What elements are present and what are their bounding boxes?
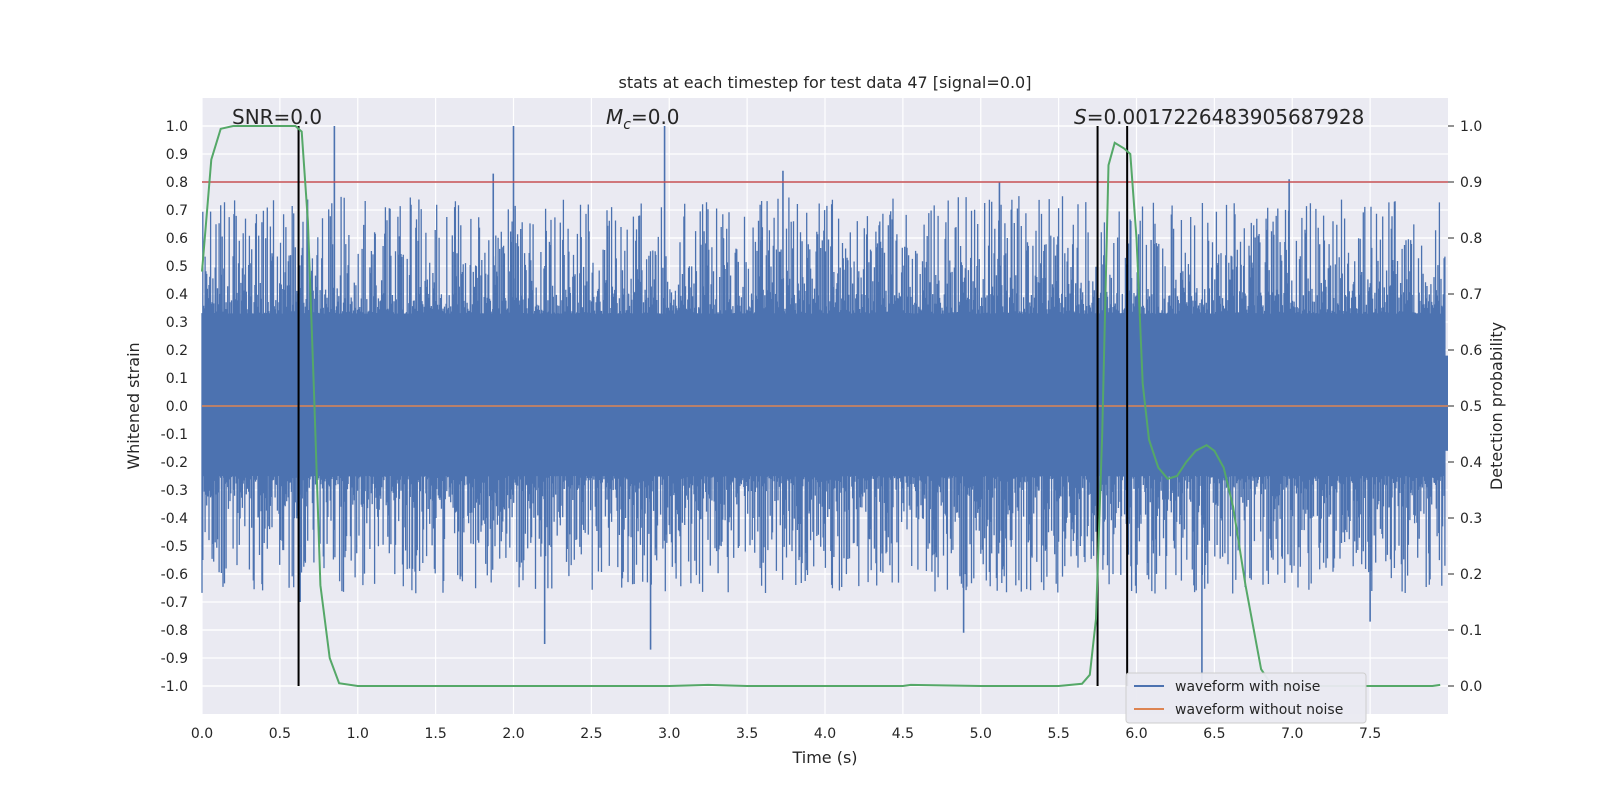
chart-title: stats at each timestep for test data 47 … xyxy=(619,73,1032,92)
x-tick-label: 3.0 xyxy=(658,726,680,742)
mc-subscript: c xyxy=(623,117,631,133)
ticks-layer: 0.0 0.5 1.0 1.5 2.0 2.5 3.0 3.5 4.0 4.5 5.0 5.5 6.0 6… xyxy=(161,119,1483,742)
y-tick-label: 0.5 xyxy=(166,259,188,275)
y-tick-label: -0.6 xyxy=(161,567,188,583)
y-tick-label: -0.5 xyxy=(161,539,188,555)
lines-layer xyxy=(201,125,1448,687)
y-axis-label: Whitened strain xyxy=(124,342,143,469)
y2-axis-label: Detection probability xyxy=(1487,322,1506,490)
legend-box xyxy=(1125,672,1367,724)
x-tick-label: 7.0 xyxy=(1281,726,1303,742)
y-tick-label: -0.4 xyxy=(161,511,188,527)
x-tick-label: 5.0 xyxy=(970,726,992,742)
y-tick-label: -0.3 xyxy=(161,483,188,499)
x-tick-label: 3.5 xyxy=(736,726,758,742)
x-tick-label: 5.5 xyxy=(1047,726,1069,742)
y2-tick-label: 0.9 xyxy=(1460,175,1482,191)
x-tick-label: 0.5 xyxy=(269,726,291,742)
x-tick-label: 6.5 xyxy=(1203,726,1225,742)
y-tick-label: -0.9 xyxy=(161,651,188,667)
x-tick-label: 2.0 xyxy=(502,726,524,742)
s-annotation: S=0.0017226483905687928 xyxy=(1074,105,1364,129)
y-tick-label: 0.2 xyxy=(166,343,188,359)
x-tick-label: 7.5 xyxy=(1359,726,1381,742)
x-tick-label: 2.5 xyxy=(580,726,602,742)
snr-annotation: SNR=0.0 xyxy=(232,105,322,129)
y-tick-label: -1.0 xyxy=(161,679,188,695)
y-tick-label: 0.1 xyxy=(166,371,188,387)
y-tick-label: 0.0 xyxy=(166,399,188,415)
s-value: =0.0017226483905687928 xyxy=(1087,105,1365,129)
noise-waveform-layer xyxy=(201,126,1448,686)
y-tick-label: 1.0 xyxy=(166,119,188,135)
x-tick-label: 4.0 xyxy=(814,726,836,742)
y-tick-label: 0.8 xyxy=(166,175,188,191)
y2-tick-label: 0.5 xyxy=(1460,399,1482,415)
y2-tick-label: 0.1 xyxy=(1460,623,1482,639)
mc-value: =0.0 xyxy=(631,105,680,129)
y2-tick-label: 0.8 xyxy=(1460,231,1482,247)
y2-tick-label: 0.2 xyxy=(1460,567,1482,583)
noise-waveform-core xyxy=(202,355,1448,451)
mc-annotation: Mc=0.0 xyxy=(606,105,680,133)
y-tick-label: 0.3 xyxy=(166,315,188,331)
y-tick-label: 0.4 xyxy=(166,287,188,303)
detection-probability-line xyxy=(201,125,1441,687)
legend: waveform with noise waveform without noi… xyxy=(1125,672,1367,724)
y2-tick-label: 1.0 xyxy=(1460,119,1482,135)
x-tick-label: 1.5 xyxy=(424,726,446,742)
y2-tick-label: 0.6 xyxy=(1460,343,1482,359)
y-tick-label: -0.8 xyxy=(161,623,188,639)
y2-tick-label: 0.4 xyxy=(1460,455,1482,471)
x-tick-label: 1.0 xyxy=(347,726,369,742)
x-tick-label: 4.5 xyxy=(892,726,914,742)
y-tick-label: 0.9 xyxy=(166,147,188,163)
mc-symbol: M xyxy=(606,105,623,129)
y-tick-label: -0.1 xyxy=(161,427,188,443)
y-tick-label: 0.6 xyxy=(166,231,188,247)
y-tick-label: -0.2 xyxy=(161,455,188,471)
legend-label-with-noise: waveform with noise xyxy=(1175,679,1320,695)
s-symbol: S xyxy=(1074,105,1087,129)
x-tick-label: 6.0 xyxy=(1125,726,1147,742)
x-tick-label: 0.0 xyxy=(191,726,213,742)
y-tick-label: -0.7 xyxy=(161,595,188,611)
y2-tick-label: 0.3 xyxy=(1460,511,1482,527)
y-tick-label: 0.7 xyxy=(166,203,188,219)
x-axis-label: Time (s) xyxy=(791,748,857,767)
y2-tick-label: 0.7 xyxy=(1460,287,1482,303)
y2-tick-label: 0.0 xyxy=(1460,679,1482,695)
legend-label-without-noise: waveform without noise xyxy=(1175,702,1343,718)
